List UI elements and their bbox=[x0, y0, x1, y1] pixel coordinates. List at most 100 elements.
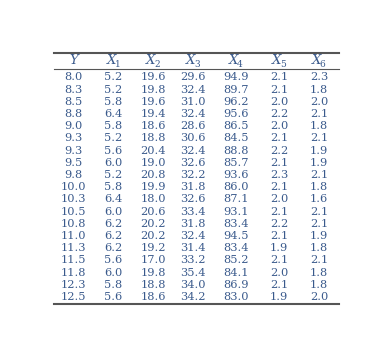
Text: 5.6: 5.6 bbox=[105, 255, 123, 266]
Text: 20.2: 20.2 bbox=[141, 231, 166, 241]
Text: 3: 3 bbox=[194, 60, 200, 69]
Text: 5.2: 5.2 bbox=[105, 170, 123, 180]
Text: 18.8: 18.8 bbox=[141, 133, 166, 143]
Text: 5.6: 5.6 bbox=[105, 292, 123, 302]
Text: X: X bbox=[186, 54, 196, 67]
Text: 2.1: 2.1 bbox=[270, 280, 288, 290]
Text: 20.8: 20.8 bbox=[141, 170, 166, 180]
Text: 1.8: 1.8 bbox=[310, 280, 328, 290]
Text: 96.2: 96.2 bbox=[223, 97, 249, 107]
Text: 19.2: 19.2 bbox=[141, 243, 166, 253]
Text: 86.9: 86.9 bbox=[223, 280, 249, 290]
Text: 19.6: 19.6 bbox=[141, 72, 166, 82]
Text: 2.1: 2.1 bbox=[270, 84, 288, 95]
Text: 84.5: 84.5 bbox=[223, 133, 249, 143]
Text: 2.1: 2.1 bbox=[310, 255, 328, 266]
Text: 2.0: 2.0 bbox=[270, 268, 288, 278]
Text: 31.8: 31.8 bbox=[180, 182, 206, 192]
Text: 1.9: 1.9 bbox=[270, 243, 288, 253]
Text: 2.3: 2.3 bbox=[270, 170, 288, 180]
Text: 85.2: 85.2 bbox=[223, 255, 249, 266]
Text: X: X bbox=[146, 54, 156, 67]
Text: 83.4: 83.4 bbox=[223, 219, 249, 229]
Text: 28.6: 28.6 bbox=[180, 121, 206, 131]
Text: 1.9: 1.9 bbox=[270, 292, 288, 302]
Text: X: X bbox=[229, 54, 239, 67]
Text: 31.4: 31.4 bbox=[180, 243, 206, 253]
Text: 85.7: 85.7 bbox=[223, 158, 249, 168]
Text: 9.3: 9.3 bbox=[65, 146, 83, 156]
Text: 2.2: 2.2 bbox=[270, 146, 288, 156]
Text: 18.0: 18.0 bbox=[141, 194, 166, 205]
Text: 1.8: 1.8 bbox=[310, 84, 328, 95]
Text: 5.8: 5.8 bbox=[105, 280, 123, 290]
Text: 2.1: 2.1 bbox=[310, 133, 328, 143]
Text: 6.0: 6.0 bbox=[105, 207, 123, 217]
Text: 11.5: 11.5 bbox=[61, 255, 87, 266]
Text: 1.8: 1.8 bbox=[310, 243, 328, 253]
Text: 94.5: 94.5 bbox=[223, 231, 249, 241]
Text: 6.0: 6.0 bbox=[105, 268, 123, 278]
Text: 18.6: 18.6 bbox=[141, 292, 166, 302]
Text: 31.0: 31.0 bbox=[180, 97, 206, 107]
Text: 10.5: 10.5 bbox=[61, 207, 87, 217]
Text: 5.2: 5.2 bbox=[105, 72, 123, 82]
Text: 31.8: 31.8 bbox=[180, 219, 206, 229]
Text: 2.2: 2.2 bbox=[270, 219, 288, 229]
Text: 5.8: 5.8 bbox=[105, 182, 123, 192]
Text: 6: 6 bbox=[320, 60, 326, 69]
Text: 29.6: 29.6 bbox=[180, 72, 206, 82]
Text: 12.3: 12.3 bbox=[61, 280, 87, 290]
Text: 8.3: 8.3 bbox=[65, 84, 83, 95]
Text: 83.4: 83.4 bbox=[223, 243, 249, 253]
Text: 2.0: 2.0 bbox=[310, 292, 328, 302]
Text: X: X bbox=[272, 54, 282, 67]
Text: 33.4: 33.4 bbox=[180, 207, 206, 217]
Text: 19.9: 19.9 bbox=[141, 182, 166, 192]
Text: 1.9: 1.9 bbox=[310, 146, 328, 156]
Text: 89.7: 89.7 bbox=[223, 84, 249, 95]
Text: 2.1: 2.1 bbox=[270, 231, 288, 241]
Text: 9.5: 9.5 bbox=[65, 158, 83, 168]
Text: 19.4: 19.4 bbox=[141, 109, 166, 119]
Text: 34.2: 34.2 bbox=[180, 292, 206, 302]
Text: X: X bbox=[106, 54, 116, 67]
Text: 11.0: 11.0 bbox=[61, 231, 87, 241]
Text: 32.4: 32.4 bbox=[180, 146, 206, 156]
Text: 32.2: 32.2 bbox=[180, 170, 206, 180]
Text: 32.6: 32.6 bbox=[180, 194, 206, 205]
Text: 2.1: 2.1 bbox=[310, 109, 328, 119]
Text: 2.2: 2.2 bbox=[270, 109, 288, 119]
Text: 1.8: 1.8 bbox=[310, 121, 328, 131]
Text: 2.1: 2.1 bbox=[310, 219, 328, 229]
Text: 93.1: 93.1 bbox=[223, 207, 249, 217]
Text: 84.1: 84.1 bbox=[223, 268, 249, 278]
Text: 32.4: 32.4 bbox=[180, 231, 206, 241]
Text: 87.1: 87.1 bbox=[223, 194, 249, 205]
Text: 2.3: 2.3 bbox=[310, 72, 328, 82]
Text: 1.9: 1.9 bbox=[310, 158, 328, 168]
Text: 9.3: 9.3 bbox=[65, 133, 83, 143]
Text: 4: 4 bbox=[237, 60, 243, 69]
Text: 19.6: 19.6 bbox=[141, 97, 166, 107]
Text: 6.4: 6.4 bbox=[105, 194, 123, 205]
Text: 6.0: 6.0 bbox=[105, 158, 123, 168]
Text: 32.4: 32.4 bbox=[180, 109, 206, 119]
Text: X: X bbox=[312, 54, 321, 67]
Text: 10.0: 10.0 bbox=[61, 182, 87, 192]
Text: 2: 2 bbox=[154, 60, 160, 69]
Text: 2.1: 2.1 bbox=[270, 255, 288, 266]
Text: 2.1: 2.1 bbox=[310, 207, 328, 217]
Text: 30.6: 30.6 bbox=[180, 133, 206, 143]
Text: 2.0: 2.0 bbox=[310, 97, 328, 107]
Text: 5.6: 5.6 bbox=[105, 146, 123, 156]
Text: 6.2: 6.2 bbox=[105, 219, 123, 229]
Text: 95.6: 95.6 bbox=[223, 109, 249, 119]
Text: Y: Y bbox=[69, 54, 78, 67]
Text: 11.3: 11.3 bbox=[61, 243, 87, 253]
Text: 86.0: 86.0 bbox=[223, 182, 249, 192]
Text: 11.8: 11.8 bbox=[61, 268, 87, 278]
Text: 1.8: 1.8 bbox=[310, 268, 328, 278]
Text: 1.6: 1.6 bbox=[310, 194, 328, 205]
Text: 1.9: 1.9 bbox=[310, 231, 328, 241]
